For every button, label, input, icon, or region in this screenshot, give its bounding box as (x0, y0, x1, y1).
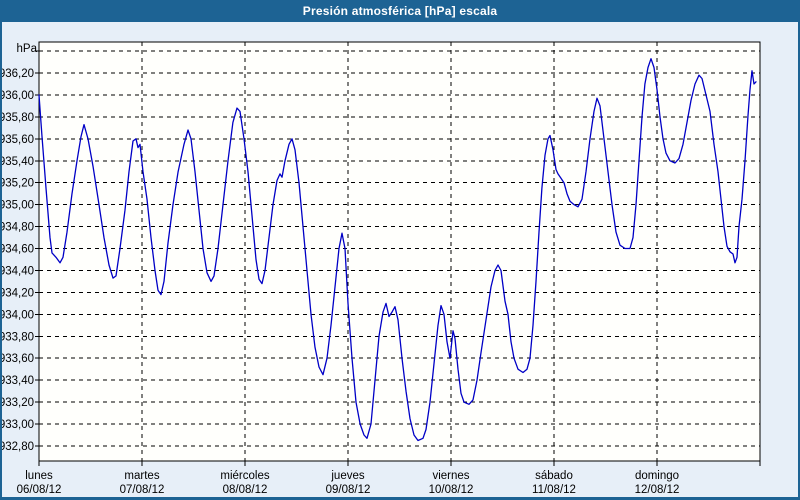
y-axis-label: 934,80 (0, 222, 34, 234)
y-axis-label: 934,60 (0, 244, 34, 256)
x-axis-date-label: 10/08/12 (429, 484, 474, 496)
x-axis-date-label: 09/08/12 (326, 484, 371, 496)
y-axis-label: 933,40 (0, 375, 34, 387)
plot-area (38, 41, 761, 462)
x-axis-day-label: sábado (535, 470, 573, 482)
y-axis-label: 934,20 (0, 287, 34, 299)
y-axis-label: 933,60 (0, 353, 34, 365)
y-axis-label: 935,00 (0, 200, 34, 212)
y-axis-label: 932,80 (0, 441, 34, 453)
x-axis-day-label: viernes (432, 470, 469, 482)
x-axis-date-label: 07/08/12 (120, 484, 165, 496)
chart-title-bar: Presión atmosférica [hPa] escala (2, 0, 798, 22)
y-axis-label: 935,40 (0, 156, 34, 168)
y-axis-label: 933,80 (0, 331, 34, 343)
x-axis-day-label: lunes (25, 470, 53, 482)
y-axis-label: 933,20 (0, 397, 34, 409)
x-axis-date-label: 11/08/12 (532, 484, 576, 496)
x-axis-date-label: 12/08/12 (635, 484, 680, 496)
x-axis-date-label: 08/08/12 (223, 484, 268, 496)
y-axis-label: 936,20 (0, 68, 34, 80)
x-axis-date-label: 06/08/12 (17, 484, 62, 496)
pressure-line (38, 58, 757, 442)
x-axis-day-label: domingo (635, 470, 679, 482)
x-axis-day-label: jueves (330, 470, 364, 482)
x-axis-day-label: martes (124, 470, 159, 482)
y-axis-label: 935,20 (0, 178, 34, 190)
y-axis-label: 935,80 (0, 112, 34, 124)
y-axis-label: 936,00 (0, 90, 34, 102)
y-axis-label: 934,40 (0, 266, 34, 278)
chart-title: Presión atmosférica [hPa] escala (302, 4, 498, 18)
x-axis-day-label: miércoles (220, 470, 269, 482)
y-axis-unit-label: hPa (17, 43, 38, 55)
y-axis-label: 935,60 (0, 134, 34, 146)
y-axis-label: 934,00 (0, 309, 34, 321)
y-axis-label: 933,00 (0, 419, 34, 431)
